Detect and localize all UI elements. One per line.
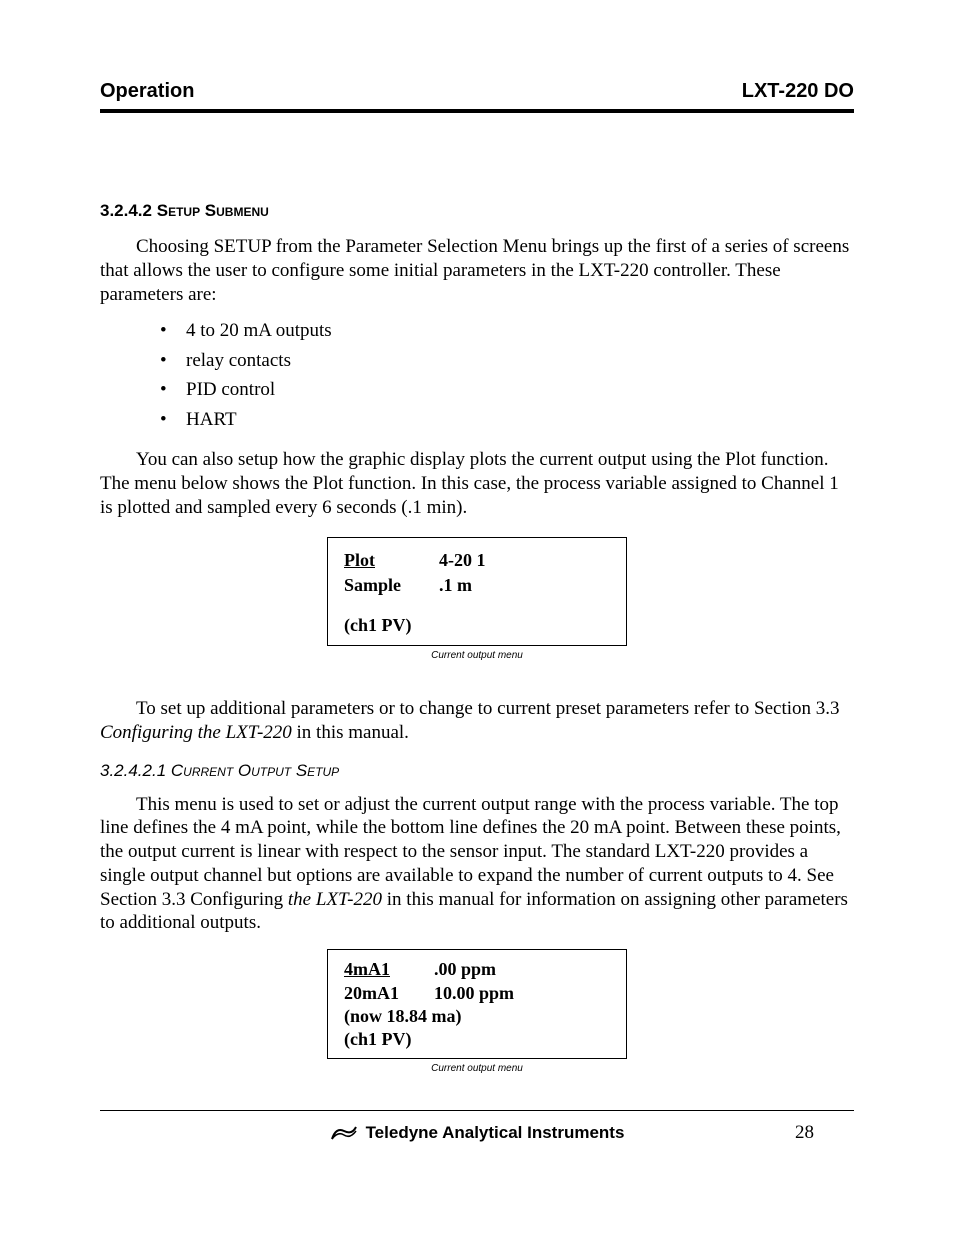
text-italic-ref: the LXT-220 [288, 889, 382, 910]
parameter-list: 4 to 20 mA outputs relay contacts PID co… [160, 316, 854, 434]
text-fragment: in this manual. [292, 722, 409, 743]
page-footer: Teledyne Analytical Instruments 28 [100, 1123, 854, 1143]
section-heading-setup-submenu: 3.2.4.2 Setup Submenu [100, 201, 854, 221]
plot-menu-display: Plot 4-20 1 Sample .1 m (ch1 PV) [327, 537, 627, 646]
subsection-heading-current-output: 3.2.4.2.1 Current Output Setup [100, 761, 854, 781]
menu-spacer [344, 597, 610, 613]
menu-value-plot: 4-20 1 [439, 548, 486, 572]
footer-rule [100, 1110, 854, 1111]
current-output-menu-display: 4mA1 .00 ppm 20mA1 10.00 ppm (now 18.84 … [327, 949, 627, 1059]
list-item: relay contacts [160, 346, 854, 375]
menu-value-4ma: .00 ppm [434, 958, 496, 981]
subsection-number: 3.2.4.2.1 [100, 761, 166, 780]
menu-caption: Current output menu [100, 650, 854, 661]
menu-label-20ma: 20mA1 [344, 982, 434, 1005]
menu-row: Plot 4-20 1 [344, 548, 610, 572]
para-additional-params: To set up additional parameters or to ch… [100, 697, 854, 745]
header-rule [100, 109, 854, 113]
subsection-title: Current Output Setup [171, 761, 339, 780]
para-current-output: This menu is used to set or adjust the c… [100, 793, 854, 936]
header-left: Operation [100, 80, 194, 103]
section-number: 3.2.4.2 [100, 201, 152, 220]
list-item: PID control [160, 375, 854, 404]
menu-label-sample: Sample [344, 573, 429, 597]
menu-row: 20mA1 10.00 ppm [344, 982, 610, 1005]
teledyne-logo-icon [330, 1125, 358, 1141]
menu-caption: Current output menu [100, 1063, 854, 1074]
menu-value-sample: .1 m [439, 573, 472, 597]
section-title: Setup Submenu [157, 201, 269, 220]
footer-brand: Teledyne Analytical Instruments [366, 1123, 625, 1143]
text-italic-ref: Configuring the LXT-220 [100, 722, 292, 743]
menu-value-20ma: 10.00 ppm [434, 982, 514, 1005]
text-fragment: To set up additional parameters or to ch… [136, 698, 840, 719]
menu-row: 4mA1 .00 ppm [344, 958, 610, 981]
menu-channel-indicator: (ch1 PV) [344, 1028, 610, 1051]
page-header: Operation LXT-220 DO [100, 80, 854, 103]
para-plot-function: You can also setup how the graphic displ… [100, 448, 854, 519]
menu-channel-indicator: (ch1 PV) [344, 613, 610, 637]
menu-now-value: (now 18.84 ma) [344, 1005, 610, 1028]
list-item: HART [160, 405, 854, 434]
list-item: 4 to 20 mA outputs [160, 316, 854, 345]
page-number: 28 [795, 1122, 814, 1144]
header-right: LXT-220 DO [742, 80, 854, 103]
menu-label-plot: Plot [344, 550, 375, 570]
para-setup-intro: Choosing SETUP from the Parameter Select… [100, 235, 854, 306]
menu-label-4ma: 4mA1 [344, 959, 390, 979]
menu-row: Sample .1 m [344, 573, 610, 597]
